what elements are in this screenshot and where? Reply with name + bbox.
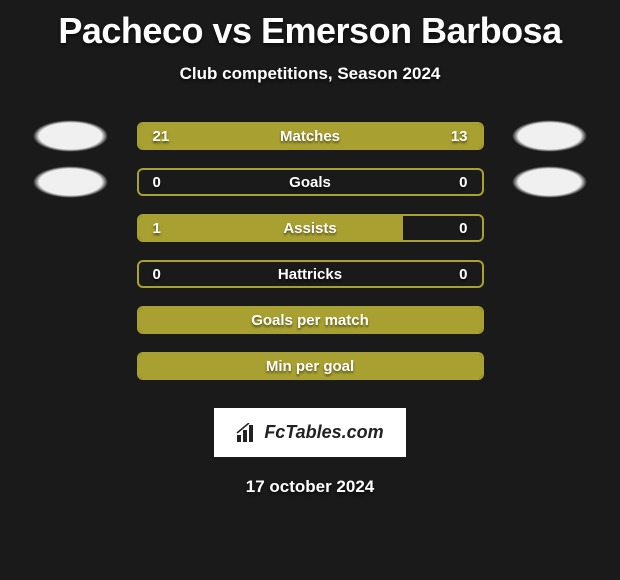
stat-row: 00Goals [10, 168, 610, 196]
date-line: 17 october 2024 [0, 477, 620, 497]
value-right: 13 [451, 128, 468, 145]
player-avatar-right [497, 114, 602, 158]
stat-row: Goals per match [10, 306, 610, 334]
value-left: 1 [153, 220, 161, 237]
player-avatar-left [18, 160, 123, 204]
stat-row: 00Hattricks [10, 260, 610, 288]
value-left: 21 [153, 128, 170, 145]
stat-bar: 00Hattricks [137, 260, 484, 288]
bar-values: 00 [139, 170, 482, 194]
bar-fill-left [139, 308, 482, 332]
stat-bar: 00Goals [137, 168, 484, 196]
bar-values: 10 [139, 216, 482, 240]
page-title: Pacheco vs Emerson Barbosa [0, 10, 620, 52]
bar-values: 21 13 [139, 124, 482, 148]
comparison-widget: Pacheco vs Emerson Barbosa Club competit… [0, 0, 620, 497]
stat-row: 2113Matches [10, 122, 610, 150]
subtitle: Club competitions, Season 2024 [0, 64, 620, 84]
chart-icon [236, 423, 258, 443]
stat-bar: 2113Matches [137, 122, 484, 150]
value-left: 0 [153, 266, 161, 283]
value-right: 0 [459, 266, 467, 283]
player-avatar-left [18, 114, 123, 158]
bar-fill-left [139, 354, 482, 378]
value-left: 0 [153, 174, 161, 191]
stat-bar: 10Assists [137, 214, 484, 242]
value-right: 0 [459, 174, 467, 191]
fctables-logo[interactable]: FcTables.com [214, 408, 405, 457]
value-right: 0 [459, 220, 467, 237]
stat-bar: Min per goal [137, 352, 484, 380]
stat-row: 10Assists [10, 214, 610, 242]
stat-row: Min per goal [10, 352, 610, 380]
stat-bar: Goals per match [137, 306, 484, 334]
bar-values: 00 [139, 262, 482, 286]
logo-text: FcTables.com [264, 422, 383, 443]
player-avatar-right [497, 160, 602, 204]
stats-list: 2113Matches00Goals10Assists00HattricksGo… [0, 122, 620, 380]
